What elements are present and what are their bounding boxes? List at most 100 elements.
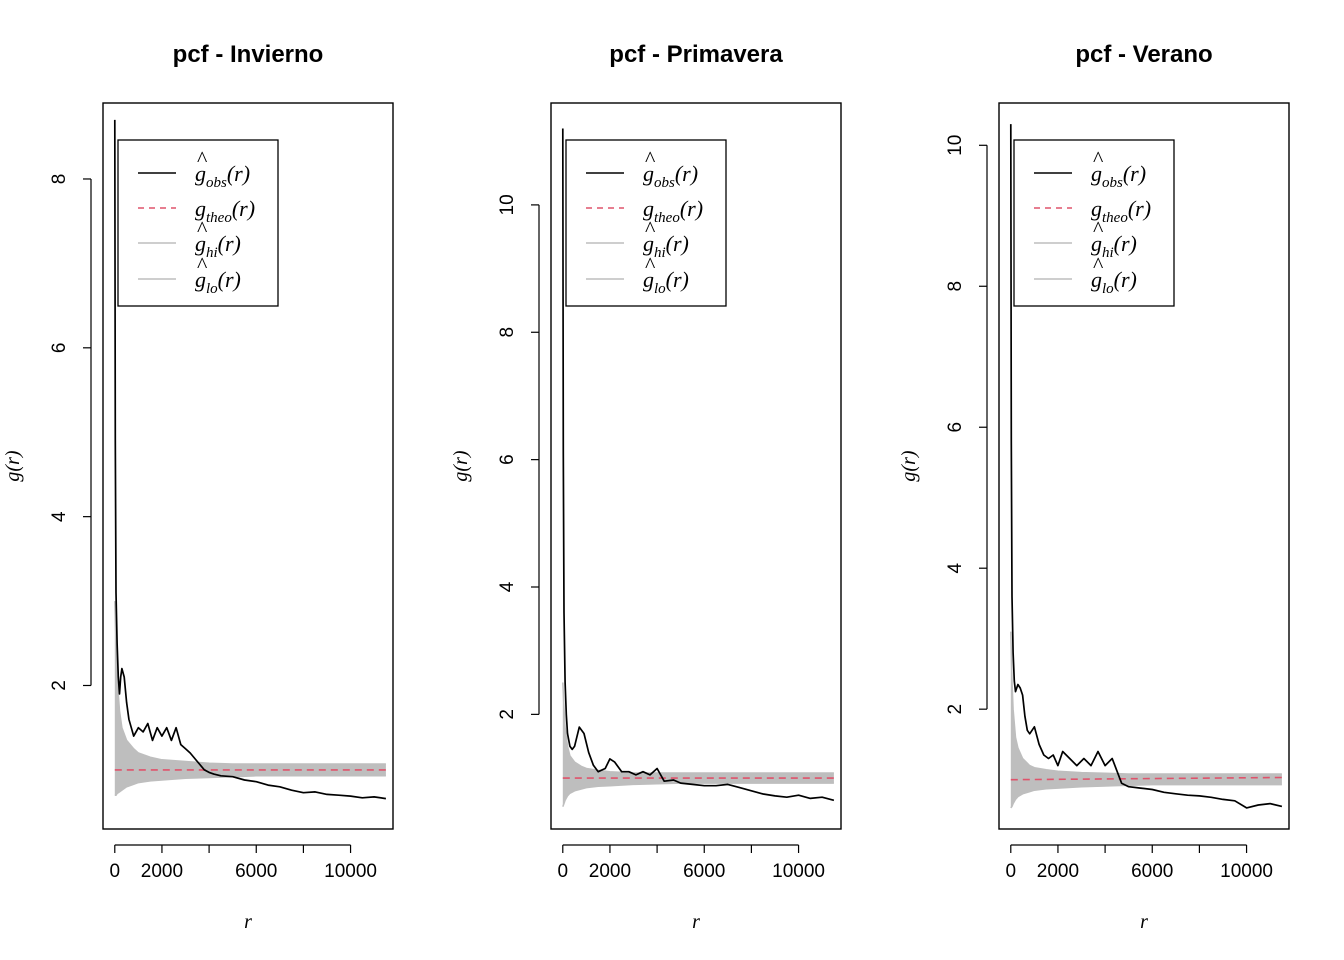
legend-arg: (r) [1114,231,1137,256]
legend-arg: (r) [218,231,241,256]
legend-label-obs: gobs(r) [195,161,250,191]
x-axis-label: r [692,911,700,933]
legend-hat-lo: ^ [197,252,208,277]
legend-subscript: theo [206,210,232,226]
y-tick-label: 6 [49,343,70,354]
envelope-band [562,682,834,807]
legend-label-hi: ghi(r) [1091,231,1137,261]
x-tick-label: 6000 [235,861,277,882]
legend-hat-obs: ^ [645,146,656,171]
legend-label-lo: glo(r) [195,267,241,297]
legend-func: g [643,267,654,292]
legend-arg: (r) [218,267,241,292]
legend-subscript: obs [654,175,675,191]
legend-func: g [643,231,654,256]
chart-title: pcf - Primavera [609,41,783,68]
legend-arg: (r) [232,196,255,221]
x-tick-label: 2000 [1037,861,1079,882]
plot-box [550,102,842,830]
legend-label-theo: gtheo(r) [643,196,703,226]
legend-func: g [643,161,654,186]
legend-hat-hi: ^ [1093,216,1104,241]
legend-subscript: lo [1102,281,1114,297]
plot-box [102,102,394,830]
x-tick-label: 0 [1005,861,1016,882]
x-tick-label: 6000 [683,861,725,882]
legend-func: g [195,161,206,186]
legend-subscript: theo [1102,210,1128,226]
legend-func: g [1091,161,1102,186]
legend-arg: (r) [666,231,689,256]
legend-label-obs: gobs(r) [1091,161,1146,191]
series-line-obs [1009,124,1283,809]
legend-func: g [1091,231,1102,256]
legend: gobs(r)^gtheo(r)ghi(r)^glo(r)^ [1013,139,1175,307]
legend-func: g [1091,267,1102,292]
x-axis-label: r [244,911,252,933]
x-tick-label: 10000 [1220,861,1273,882]
legend-hat-obs: ^ [1093,146,1104,171]
y-tick-label: 2 [497,709,518,720]
y-tick-label: 6 [945,422,966,433]
legend-arg: (r) [227,161,250,186]
legend-hat-hi: ^ [197,216,208,241]
legend-arg: (r) [1114,267,1137,292]
y-tick-label: 2 [945,704,966,715]
x-axis-label: r [1140,911,1148,933]
legend: gobs(r)^gtheo(r)ghi(r)^glo(r)^ [565,139,727,307]
legend-func: g [195,267,206,292]
y-tick-label: 4 [49,511,70,522]
series-line-obs [113,119,387,800]
legend-func: g [1091,196,1102,221]
series-line-lo [562,782,834,807]
y-tick-label: 10 [945,135,966,156]
y-tick-label: 8 [497,327,518,338]
y-tick-label: 2 [49,680,70,691]
y-tick-label: 8 [945,281,966,292]
legend-func: g [195,231,206,256]
x-tick-label: 2000 [589,861,631,882]
legend-arg: (r) [1123,161,1146,186]
series-line-hi [114,601,386,765]
x-tick-label: 0 [109,861,120,882]
y-axis-label: g(r) [450,450,472,481]
legend-arg: (r) [1128,196,1151,221]
legend-subscript: obs [1102,175,1123,191]
legend-subscript: hi [206,245,218,261]
legend-label-theo: gtheo(r) [195,196,255,226]
legend-label-hi: ghi(r) [195,231,241,261]
x-tick-label: 0 [557,861,568,882]
x-tick-label: 2000 [141,861,183,882]
legend-subscript: hi [1102,245,1114,261]
series-line-theo [1010,776,1282,781]
y-tick-label: 4 [497,581,518,592]
y-tick-label: 10 [497,194,518,215]
legend-subscript: lo [654,281,666,297]
legend-subscript: hi [654,245,666,261]
legend-arg: (r) [675,161,698,186]
y-axis-label: g(r) [898,450,920,481]
legend-subscript: obs [206,175,227,191]
x-tick-label: 10000 [324,861,377,882]
legend-label-obs: gobs(r) [643,161,698,191]
y-tick-label: 4 [945,562,966,573]
legend-hat-lo: ^ [1093,252,1104,277]
plot-area [561,128,835,807]
legend-arg: (r) [666,267,689,292]
legend-hat-obs: ^ [197,146,208,171]
plot-box [998,102,1290,830]
legend-arg: (r) [680,196,703,221]
y-tick-label: 6 [497,454,518,465]
legend-func: g [643,196,654,221]
legend-hat-hi: ^ [645,216,656,241]
y-tick-label: 8 [49,174,70,185]
legend-label-lo: glo(r) [643,267,689,297]
series-line-lo [1010,783,1282,809]
legend-subscript: theo [654,210,680,226]
series-line-hi [1010,631,1282,775]
legend-func: g [195,196,206,221]
y-axis-label: g(r) [2,450,24,481]
